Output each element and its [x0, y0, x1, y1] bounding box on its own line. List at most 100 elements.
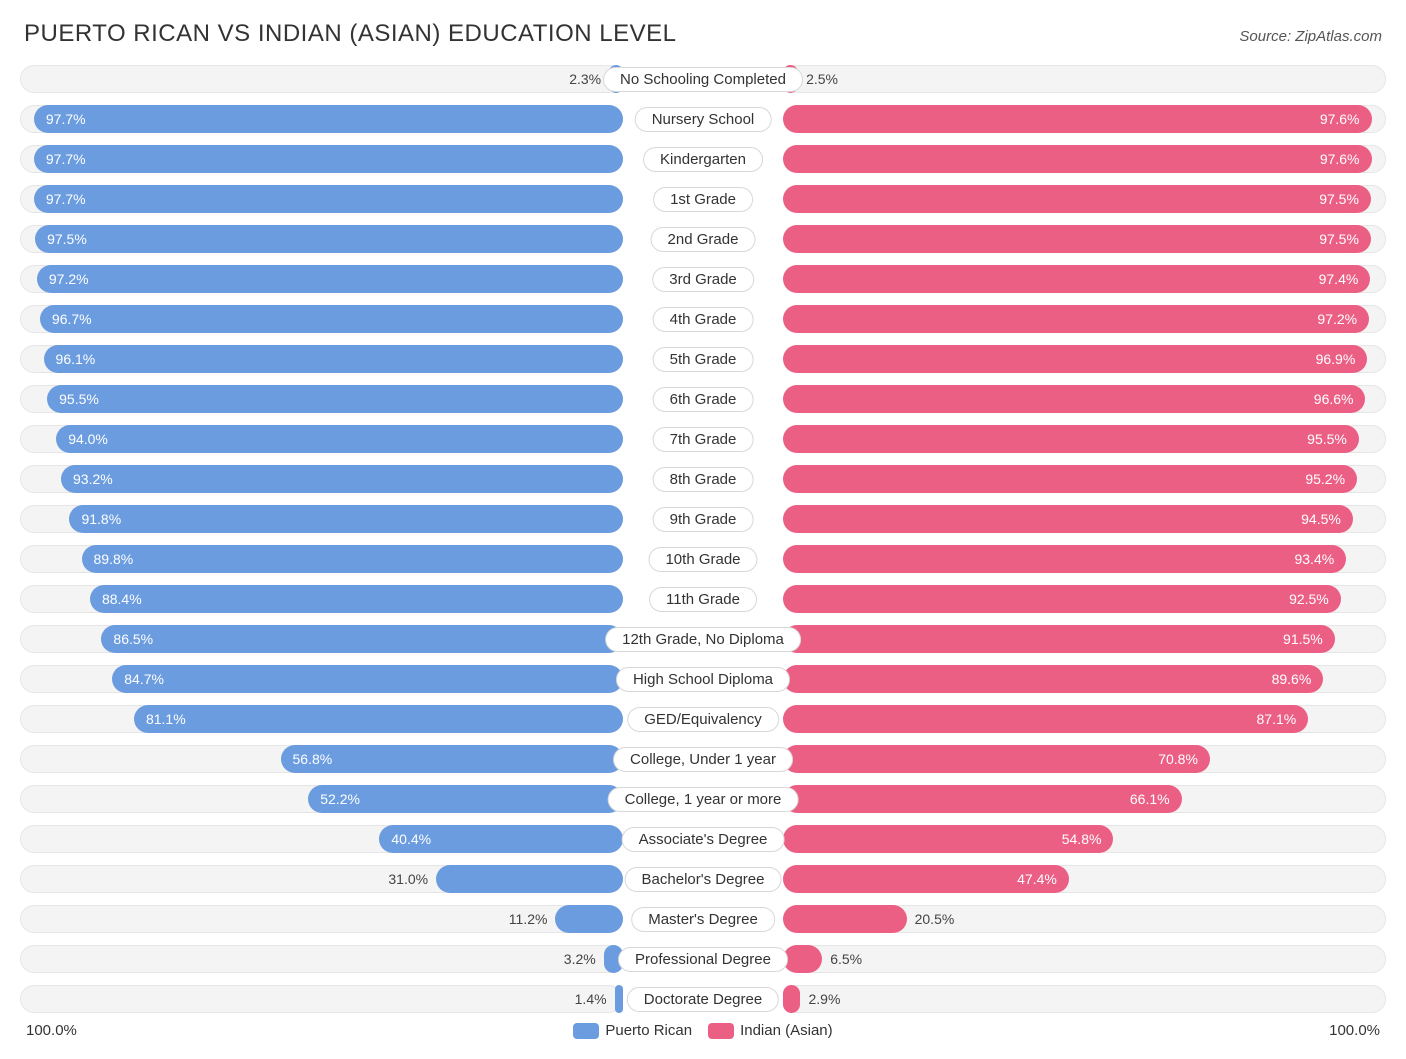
category-label: 8th Grade [653, 467, 754, 492]
left-value-label: 96.7% [40, 311, 104, 327]
left-bar: 56.8% [281, 745, 624, 773]
category-label: Kindergarten [643, 147, 763, 172]
right-half: 91.5% [703, 622, 1386, 656]
right-bar: 95.2% [783, 465, 1357, 493]
category-label: Doctorate Degree [627, 987, 779, 1012]
right-bar: 91.5% [783, 625, 1335, 653]
left-bar: 1.4% [615, 985, 623, 1013]
left-bar: 11.2% [555, 905, 623, 933]
right-track [783, 985, 1386, 1013]
left-half: 1.4% [20, 982, 703, 1016]
category-label: Associate's Degree [622, 827, 785, 852]
left-bar: 88.4% [90, 585, 623, 613]
left-half: 93.2% [20, 462, 703, 496]
chart-row: 81.1%87.1%GED/Equivalency [20, 702, 1386, 736]
left-track [20, 65, 623, 93]
chart-row: 40.4% 54.8%Associate's Degree [20, 822, 1386, 856]
right-bar: 54.8% [783, 825, 1113, 853]
category-label: 11th Grade [649, 587, 757, 612]
left-bar: 97.7% [34, 105, 623, 133]
right-value-label: 47.4% [1005, 871, 1069, 887]
right-bar: 2.9% [783, 985, 800, 1013]
right-value-label: 66.1% [1118, 791, 1182, 807]
right-half: 6.5% [703, 942, 1386, 976]
right-value-label: 93.4% [1282, 551, 1346, 567]
right-bar: 97.4% [783, 265, 1370, 293]
left-bar: 97.2% [37, 265, 623, 293]
chart-row: 97.7%97.5%1st Grade [20, 182, 1386, 216]
right-bar: 87.1% [783, 705, 1308, 733]
right-bar: 97.5% [783, 225, 1371, 253]
category-label: High School Diploma [616, 667, 790, 692]
right-half: 96.6% [703, 382, 1386, 416]
diverging-bar-chart: 2.3%2.5%No Schooling Completed97.7%97.6%… [20, 62, 1386, 1016]
left-half: 86.5% [20, 622, 703, 656]
left-half: 97.2% [20, 262, 703, 296]
chart-row: 94.0%95.5%7th Grade [20, 422, 1386, 456]
category-label: Professional Degree [618, 947, 788, 972]
right-value-label: 96.9% [1304, 351, 1368, 367]
left-half: 31.0% [20, 862, 703, 896]
legend-label-right: Indian (Asian) [740, 1022, 833, 1039]
left-half: 88.4% [20, 582, 703, 616]
right-half: 2.9% [703, 982, 1386, 1016]
left-value-label: 89.8% [82, 551, 146, 567]
right-bar: 89.6% [783, 665, 1323, 693]
right-bar: 97.6% [783, 105, 1372, 133]
chart-row: 84.7%89.6%High School Diploma [20, 662, 1386, 696]
right-half: 70.8% [703, 742, 1386, 776]
right-track [783, 945, 1386, 973]
right-bar: 47.4% [783, 865, 1069, 893]
right-half: 97.6% [703, 142, 1386, 176]
right-half: 94.5% [703, 502, 1386, 536]
left-half: 3.2% [20, 942, 703, 976]
chart-row: 11.2% 20.5% Master's Degree [20, 902, 1386, 936]
category-label: No Schooling Completed [603, 67, 803, 92]
left-value-label: 94.0% [56, 431, 120, 447]
chart-row: 89.8% 93.4% 10th Grade [20, 542, 1386, 576]
category-label: College, Under 1 year [613, 747, 793, 772]
left-half: 56.8% [20, 742, 703, 776]
left-value-label: 52.2% [308, 791, 372, 807]
left-value-label: 56.8% [281, 751, 345, 767]
right-value-label: 96.6% [1302, 391, 1366, 407]
left-bar: 81.1% [134, 705, 623, 733]
source-name: ZipAtlas.com [1295, 28, 1382, 45]
chart-row: 86.5%91.5%12th Grade, No Diploma [20, 622, 1386, 656]
right-bar: 94.5% [783, 505, 1353, 533]
left-half: 11.2% [20, 902, 703, 936]
category-label: 10th Grade [648, 547, 757, 572]
category-label: Master's Degree [631, 907, 775, 932]
chart-row: 52.2% 66.1% College, 1 year or more [20, 782, 1386, 816]
chart-header: PUERTO RICAN VS INDIAN (ASIAN) EDUCATION… [20, 20, 1386, 48]
left-half: 94.0% [20, 422, 703, 456]
right-bar: 66.1% [783, 785, 1182, 813]
left-half: 97.7% [20, 142, 703, 176]
right-value-label: 94.5% [1289, 511, 1353, 527]
left-half: 81.1% [20, 702, 703, 736]
right-half: 20.5% [703, 902, 1386, 936]
right-half: 54.8% [703, 822, 1386, 856]
right-value-label: 97.4% [1307, 271, 1371, 287]
chart-legend: Puerto Rican Indian (Asian) [77, 1022, 1329, 1039]
category-label: College, 1 year or more [608, 787, 799, 812]
category-label: 5th Grade [653, 347, 754, 372]
left-bar: 97.5% [35, 225, 623, 253]
legend-item-right: Indian (Asian) [708, 1022, 833, 1039]
chart-row: 97.7% 97.6% Kindergarten [20, 142, 1386, 176]
left-value-label: 93.2% [61, 471, 125, 487]
right-bar: 97.6% [783, 145, 1372, 173]
right-value-label: 2.5% [806, 71, 838, 87]
right-value-label: 2.9% [808, 991, 840, 1007]
left-track [20, 945, 623, 973]
left-bar: 97.7% [34, 185, 623, 213]
chart-row: 96.7%97.2%4th Grade [20, 302, 1386, 336]
left-value-label: 88.4% [90, 591, 154, 607]
chart-footer: 100.0% Puerto Rican Indian (Asian) 100.0… [20, 1022, 1386, 1039]
left-half: 97.7% [20, 102, 703, 136]
left-value-label: 1.4% [575, 991, 607, 1007]
category-label: 9th Grade [653, 507, 754, 532]
right-half: 96.9% [703, 342, 1386, 376]
right-value-label: 20.5% [915, 911, 955, 927]
left-half: 40.4% [20, 822, 703, 856]
